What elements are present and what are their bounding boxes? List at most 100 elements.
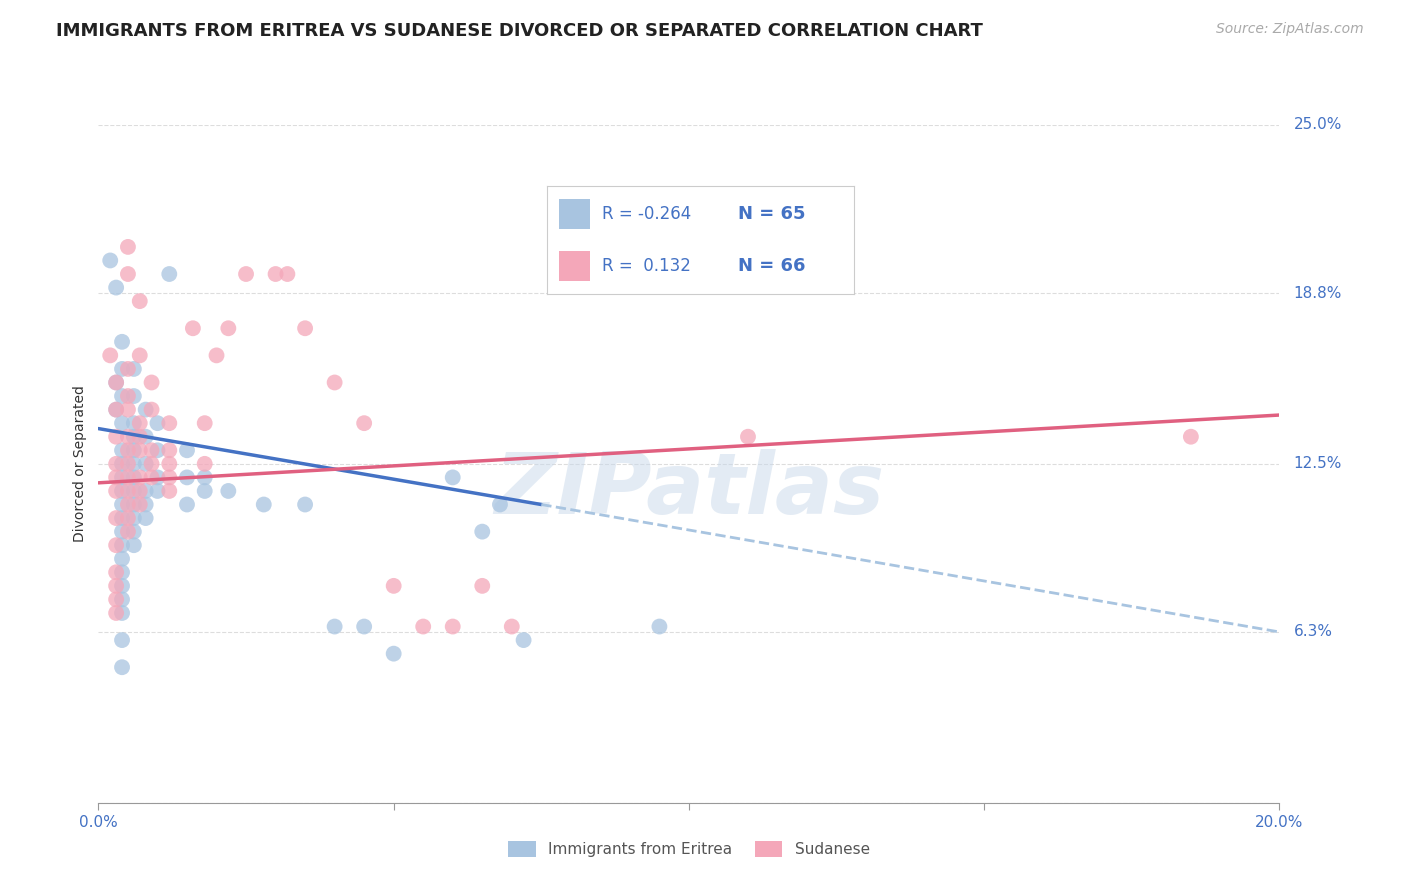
Point <box>105 430 128 444</box>
Point <box>323 376 346 390</box>
Point <box>111 470 134 484</box>
Point <box>128 443 150 458</box>
Point <box>111 457 134 471</box>
Point <box>135 457 157 471</box>
Point <box>276 267 298 281</box>
Point <box>111 334 134 349</box>
Point <box>176 498 198 512</box>
Point <box>105 402 128 417</box>
Point <box>471 579 494 593</box>
Point <box>111 483 134 498</box>
Point <box>194 483 217 498</box>
Point <box>111 498 134 512</box>
Point <box>105 376 128 390</box>
Point <box>1180 430 1202 444</box>
Point <box>111 524 134 539</box>
Point <box>111 606 134 620</box>
Point <box>128 498 150 512</box>
Text: Source: ZipAtlas.com: Source: ZipAtlas.com <box>1216 22 1364 37</box>
Point <box>128 470 150 484</box>
Point <box>412 619 434 633</box>
Point <box>117 511 139 525</box>
Point <box>117 430 139 444</box>
Point <box>157 470 180 484</box>
Point <box>217 483 239 498</box>
Point <box>117 470 139 484</box>
Point <box>117 240 139 254</box>
Point <box>111 551 134 566</box>
Point <box>382 647 405 661</box>
Point <box>117 457 139 471</box>
Point <box>122 362 145 376</box>
Point <box>128 430 150 444</box>
Point <box>117 267 139 281</box>
Point <box>323 619 346 633</box>
Point <box>253 498 276 512</box>
Point <box>382 579 405 593</box>
Point <box>146 470 169 484</box>
Point <box>128 348 150 362</box>
Point <box>489 498 512 512</box>
Point <box>194 416 217 430</box>
Point <box>501 619 523 633</box>
Point <box>176 443 198 458</box>
Point <box>176 470 198 484</box>
Point <box>122 524 145 539</box>
Point <box>157 483 180 498</box>
Point <box>111 538 134 552</box>
Point <box>146 416 169 430</box>
Point <box>157 267 180 281</box>
Point <box>146 483 169 498</box>
Point <box>135 511 157 525</box>
Text: 25.0%: 25.0% <box>1294 118 1341 132</box>
Point <box>111 443 134 458</box>
Text: R =  0.132: R = 0.132 <box>603 257 692 275</box>
Point <box>157 416 180 430</box>
Point <box>105 470 128 484</box>
Point <box>105 511 128 525</box>
FancyBboxPatch shape <box>560 251 591 281</box>
Point <box>105 483 128 498</box>
Point <box>135 498 157 512</box>
Point <box>122 483 145 498</box>
Point <box>122 498 145 512</box>
Point <box>128 416 150 430</box>
Point <box>105 402 128 417</box>
Point <box>117 524 139 539</box>
Point <box>217 321 239 335</box>
Point <box>157 457 180 471</box>
Y-axis label: Divorced or Separated: Divorced or Separated <box>73 385 87 542</box>
Point <box>294 498 316 512</box>
Point <box>512 633 534 648</box>
Point <box>441 619 464 633</box>
Point <box>105 538 128 552</box>
Point <box>135 483 157 498</box>
Point <box>122 389 145 403</box>
Point <box>181 321 204 335</box>
Point <box>117 389 139 403</box>
Point <box>111 511 134 525</box>
Point <box>117 402 139 417</box>
Point <box>135 430 157 444</box>
Point <box>205 348 228 362</box>
Point <box>264 267 287 281</box>
Point <box>111 566 134 580</box>
Point <box>157 443 180 458</box>
Point <box>117 483 139 498</box>
Point <box>122 430 145 444</box>
Point <box>353 619 375 633</box>
FancyBboxPatch shape <box>560 199 591 229</box>
Point <box>111 579 134 593</box>
Point <box>105 579 128 593</box>
Point <box>105 280 128 294</box>
Point <box>117 443 139 458</box>
Text: 18.8%: 18.8% <box>1294 285 1341 301</box>
Point <box>141 376 163 390</box>
Point <box>471 524 494 539</box>
Text: ZIPatlas: ZIPatlas <box>494 450 884 533</box>
Point <box>105 606 128 620</box>
Point <box>141 457 163 471</box>
Point <box>122 538 145 552</box>
Point <box>441 470 464 484</box>
Point <box>122 457 145 471</box>
